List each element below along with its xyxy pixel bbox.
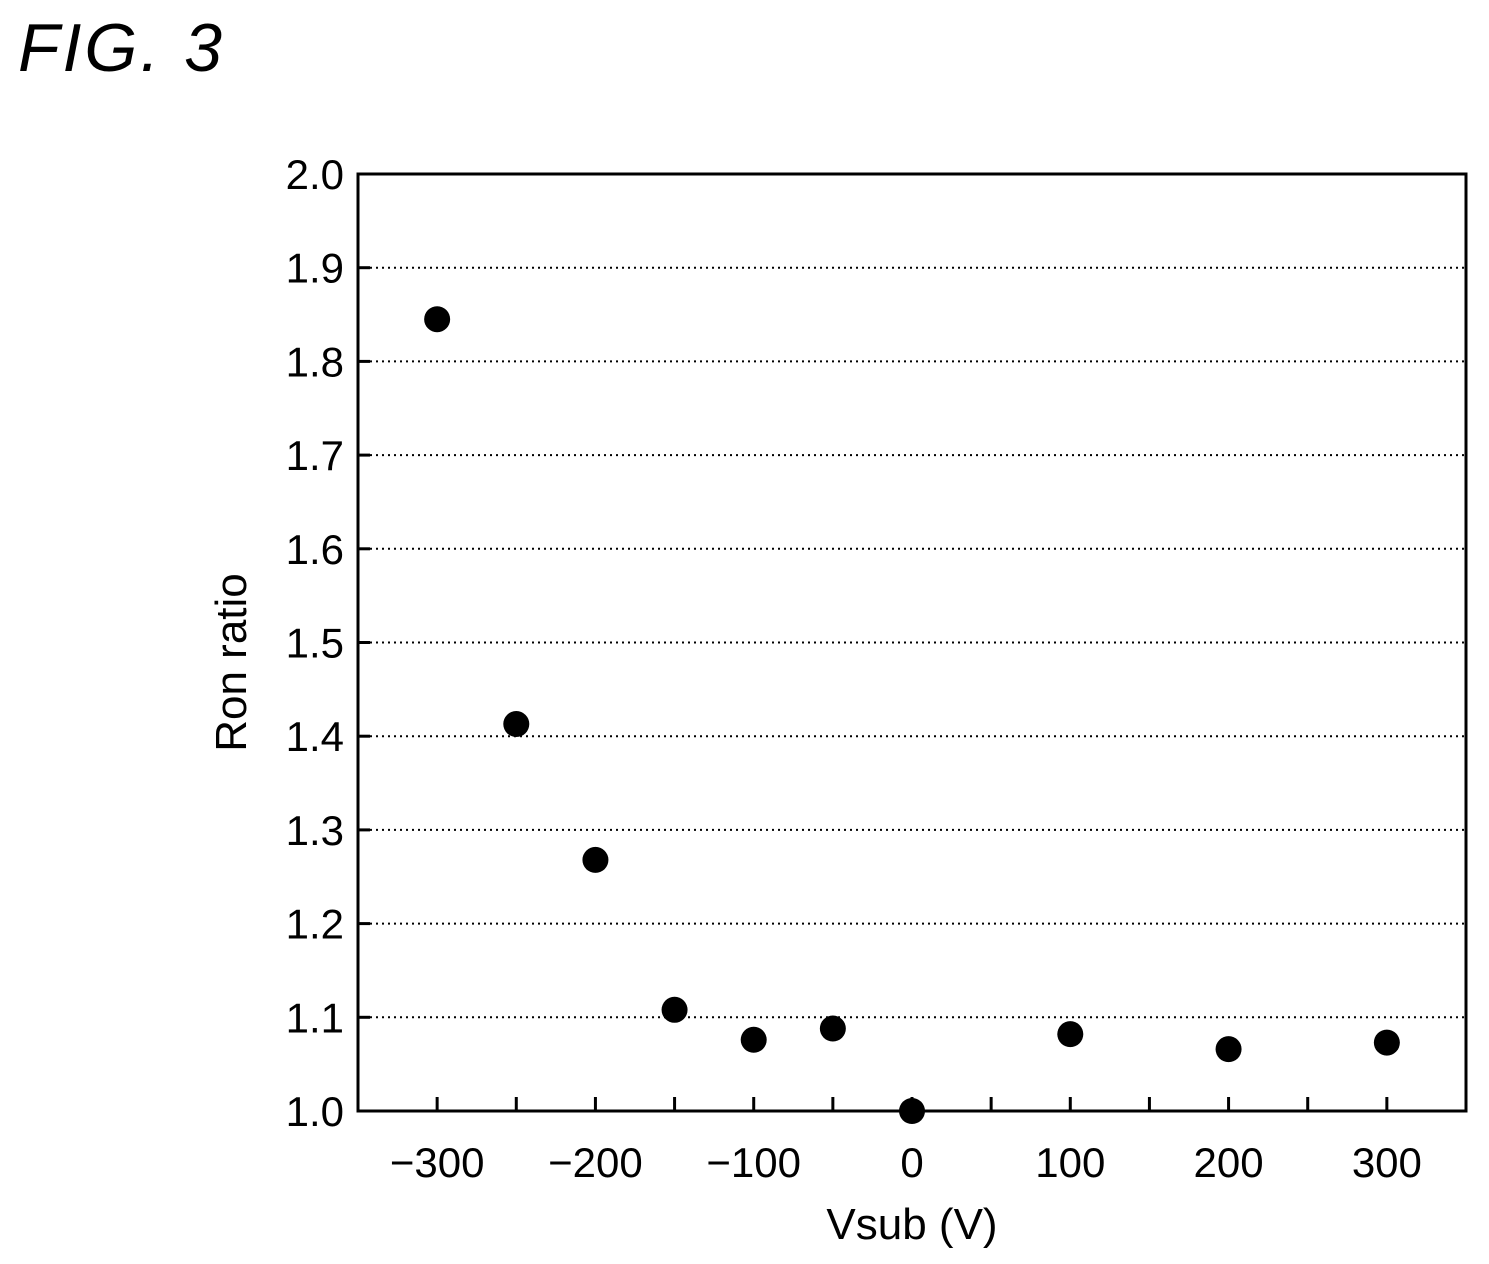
x-tick-label: −200 <box>548 1139 643 1186</box>
x-tick-label: −100 <box>706 1139 801 1186</box>
axis-ticks <box>358 172 1389 1113</box>
x-tick-label: −300 <box>390 1139 485 1186</box>
figure-label: FIG. 3 <box>18 10 225 86</box>
data-points <box>424 306 1400 1124</box>
x-tick-label: 0 <box>900 1139 923 1186</box>
y-tick-label: 1.1 <box>286 994 344 1041</box>
y-tick-label: 1.8 <box>286 338 344 385</box>
x-tick-label: 300 <box>1352 1139 1422 1186</box>
x-tick-label: 200 <box>1194 1139 1264 1186</box>
y-axis-title: Ron ratio <box>207 573 256 752</box>
data-point <box>503 711 530 738</box>
y-tick-label: 2.0 <box>286 151 344 198</box>
x-axis-title: Vsub (V) <box>826 1200 997 1249</box>
y-tick-label: 1.6 <box>286 526 344 573</box>
data-point <box>1215 1036 1242 1063</box>
x-tick-label: 100 <box>1035 1139 1105 1186</box>
y-tick-label: 1.4 <box>286 713 344 760</box>
data-point <box>582 846 609 873</box>
y-tick-label: 1.5 <box>286 620 344 667</box>
y-tick-label: 1.7 <box>286 432 344 479</box>
data-point <box>740 1026 767 1053</box>
tick-labels: 1.0 1.1 1.2 1.3 1.4 1.5 1.6 1.7 1.8 1.9 2.0 −300 −20… <box>286 151 1422 1186</box>
y-tick-label: 1.9 <box>286 245 344 292</box>
data-point <box>1373 1029 1400 1056</box>
data-point <box>424 306 451 333</box>
y-tick-label: 1.0 <box>286 1088 344 1135</box>
data-point <box>819 1015 846 1042</box>
y-tick-label: 1.3 <box>286 807 344 854</box>
data-point <box>661 996 688 1023</box>
gridlines <box>358 266 1466 1019</box>
data-point <box>899 1098 925 1124</box>
data-point <box>1057 1021 1084 1048</box>
y-tick-label: 1.2 <box>286 901 344 948</box>
